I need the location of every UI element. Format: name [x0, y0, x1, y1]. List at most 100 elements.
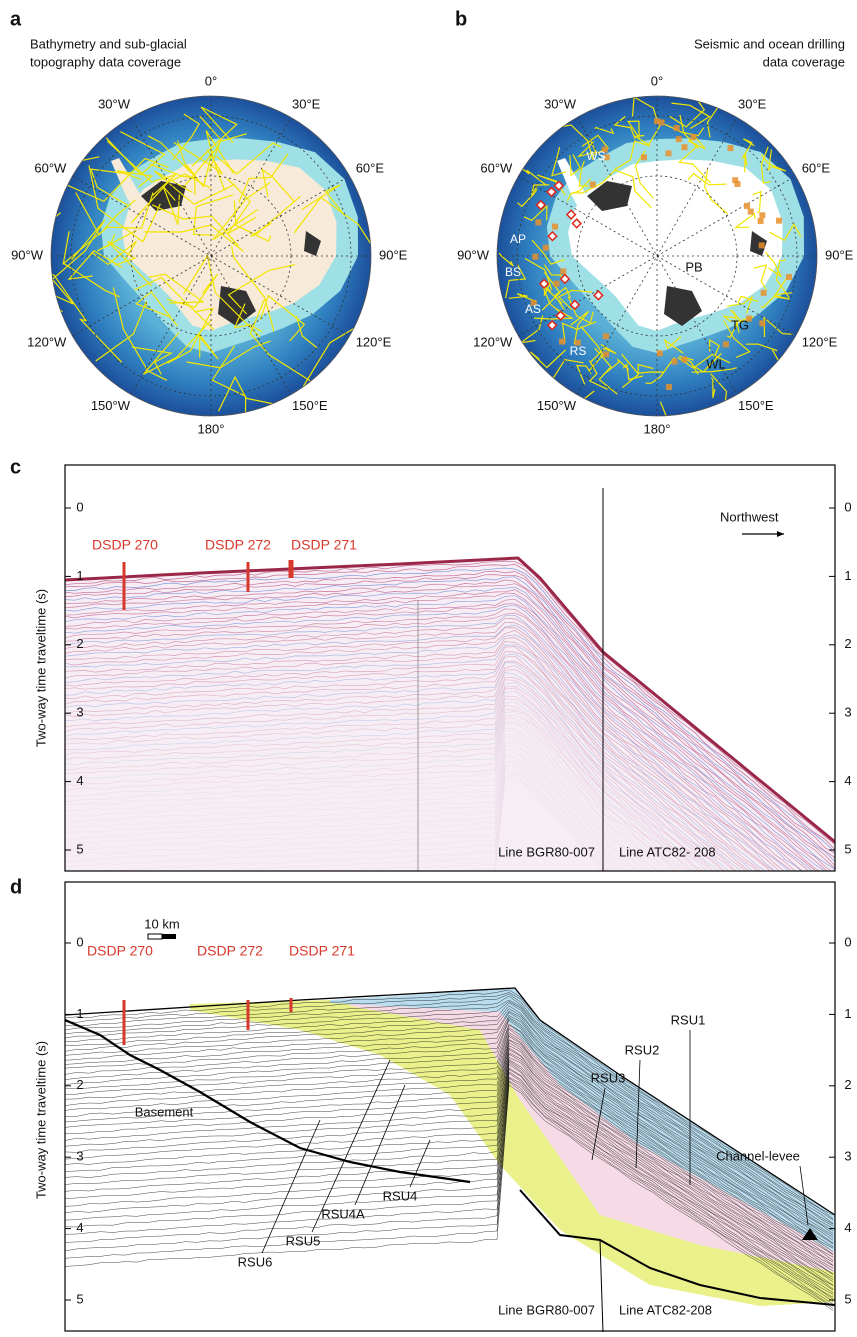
site-label: DSDP 270 — [92, 537, 158, 553]
longitude-label: 120°E — [356, 334, 392, 349]
longitude-label: 60°E — [802, 160, 831, 175]
unit-label: RSU4A — [321, 1206, 365, 1221]
caption: Bathymetry and sub-glacial — [30, 36, 187, 51]
drill-site — [654, 118, 660, 124]
longitude-label: 90°E — [825, 247, 854, 262]
site-label: DSDP 271 — [289, 943, 355, 959]
panel-letter: c — [10, 456, 21, 478]
caption: Seismic and ocean drilling — [694, 36, 845, 51]
longitude-label: 120°W — [473, 334, 513, 349]
scale-bar-label: 10 km — [144, 916, 179, 931]
y-axis-label: Two-way time traveltime (s) — [33, 1041, 48, 1199]
unit-label: RSU3 — [591, 1070, 626, 1085]
map-body — [0, 69, 387, 456]
y-tick-label: 5 — [76, 841, 83, 856]
drill-site — [672, 358, 678, 364]
drill-site — [776, 218, 782, 224]
longitude-label: 150°E — [738, 398, 774, 413]
y-axis-label: Two-way time traveltime (s) — [33, 589, 48, 747]
y-tick-label: 0 — [76, 934, 83, 949]
region-label: TG — [731, 317, 749, 332]
scale-bar — [162, 934, 176, 939]
y-tick-label: 4 — [844, 773, 851, 788]
unit-label: Channel-levee — [716, 1148, 800, 1163]
unit-label: RSU4 — [383, 1188, 418, 1203]
line-label: Line ATC82-208 — [619, 1302, 712, 1317]
longitude-label: 30°E — [738, 97, 767, 112]
y-tick-label: 5 — [76, 1291, 83, 1306]
panel-letter: d — [10, 876, 22, 898]
y-tick-label: 1 — [76, 1006, 83, 1021]
y-tick-label: 5 — [844, 841, 851, 856]
drill-site — [681, 356, 687, 362]
y-tick-label: 3 — [844, 705, 851, 720]
y-tick-label: 0 — [844, 499, 851, 514]
line-label: Line BGR80-007 — [498, 1302, 595, 1317]
drill-site — [535, 219, 541, 225]
drill-site — [590, 182, 596, 188]
caption: topography data coverage — [30, 54, 181, 69]
drill-site — [758, 218, 764, 224]
site-label: DSDP 270 — [87, 943, 153, 959]
seismic-section — [65, 558, 835, 1063]
y-tick-label: 4 — [76, 1220, 83, 1235]
direction-label: Northwest — [720, 509, 779, 524]
drill-site — [543, 245, 549, 251]
y-tick-label: 3 — [76, 705, 83, 720]
y-tick-label: 2 — [76, 1077, 83, 1092]
seismic-body — [65, 558, 835, 1063]
longitude-label: 120°W — [27, 334, 67, 349]
drill-site — [682, 144, 688, 150]
longitude-label: 180° — [198, 421, 225, 436]
y-tick-label: 2 — [76, 636, 83, 651]
longitude-label: 30°W — [98, 97, 131, 112]
drill-site — [532, 254, 538, 260]
figure: a Bathymetry and sub-glacial topography … — [0, 0, 857, 1332]
y-tick-label: 4 — [76, 773, 83, 788]
drill-site — [641, 154, 647, 160]
y-tick-label: 1 — [844, 568, 851, 583]
map-body — [497, 91, 817, 446]
unit-label: RSU5 — [286, 1233, 321, 1248]
longitude-label: 30°W — [544, 97, 577, 112]
longitude-label: 180° — [644, 421, 671, 436]
drill-site — [748, 209, 754, 215]
longitude-label: 0° — [205, 73, 217, 88]
region-label: AP — [510, 232, 526, 246]
sediment — [65, 558, 835, 871]
track — [0, 170, 54, 282]
track — [17, 361, 88, 455]
longitude-label: 150°W — [91, 398, 131, 413]
longitude-label: 90°E — [379, 247, 408, 262]
leader-line — [410, 1140, 430, 1187]
drill-site — [603, 351, 609, 357]
map: 0°30°E60°E90°E120°E150°E180°150°W120°W90… — [0, 69, 408, 456]
longitude-label: 150°W — [537, 398, 577, 413]
map: 0°30°E60°E90°E120°E150°E180°150°W120°W90… — [457, 73, 854, 446]
longitude-label: 150°E — [292, 398, 328, 413]
longitude-label: 90°W — [11, 247, 44, 262]
y-tick-label: 2 — [844, 1077, 851, 1092]
site-label: DSDP 272 — [205, 537, 271, 553]
region-label: BS — [505, 265, 521, 279]
longitude-label: 90°W — [457, 247, 490, 262]
drill-site — [674, 125, 680, 131]
y-tick-label: 5 — [844, 1291, 851, 1306]
longitude-label: 120°E — [802, 334, 838, 349]
longitude-label: 60°W — [34, 160, 67, 175]
drill-site — [676, 136, 682, 142]
region-label: WS — [586, 149, 605, 163]
drill-site — [560, 268, 566, 274]
drill-site — [759, 212, 765, 218]
region-label: PB — [685, 259, 702, 274]
scale-bar — [148, 934, 162, 939]
unit-label: Basement — [135, 1104, 194, 1119]
y-tick-label: 0 — [844, 934, 851, 949]
region-label: AS — [525, 302, 541, 316]
unit-label: RSU1 — [671, 1012, 706, 1027]
drill-site — [734, 181, 740, 187]
region-label: WL — [706, 356, 726, 371]
longitude-label: 60°W — [480, 160, 513, 175]
drill-site — [666, 384, 672, 390]
drill-site — [657, 350, 663, 356]
